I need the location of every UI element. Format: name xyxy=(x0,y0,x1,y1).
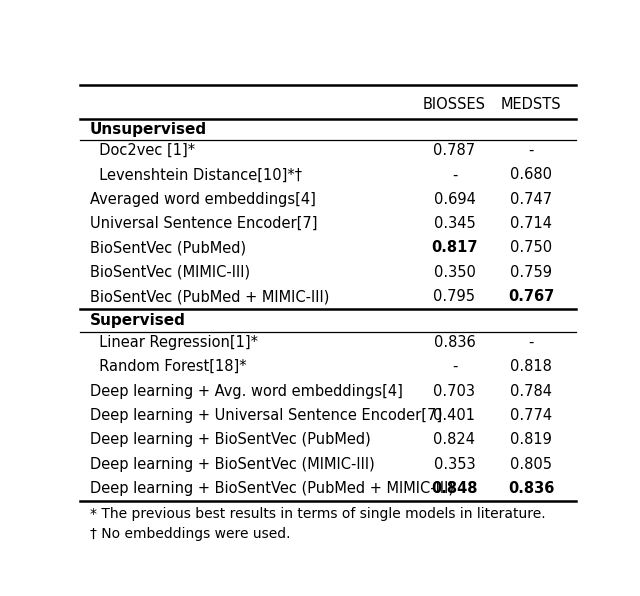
Text: BioSentVec (MIMIC-III): BioSentVec (MIMIC-III) xyxy=(90,265,250,280)
Text: 0.350: 0.350 xyxy=(433,265,476,280)
Text: -: - xyxy=(529,143,534,158)
Text: -: - xyxy=(529,335,534,350)
Text: 0.848: 0.848 xyxy=(431,481,477,496)
Text: 0.805: 0.805 xyxy=(510,457,552,471)
Text: Levenshtein Distance[10]*†: Levenshtein Distance[10]*† xyxy=(90,167,302,182)
Text: * The previous best results in terms of single models in literature.: * The previous best results in terms of … xyxy=(90,508,545,522)
Text: 0.767: 0.767 xyxy=(508,289,554,304)
Text: Supervised: Supervised xyxy=(90,313,186,328)
Text: BioSentVec (PubMed + MIMIC-III): BioSentVec (PubMed + MIMIC-III) xyxy=(90,289,330,304)
Text: 0.787: 0.787 xyxy=(433,143,476,158)
Text: Random Forest[18]*: Random Forest[18]* xyxy=(90,359,246,374)
Text: 0.401: 0.401 xyxy=(433,408,476,423)
Text: 0.784: 0.784 xyxy=(510,384,552,399)
Text: Deep learning + BioSentVec (PubMed): Deep learning + BioSentVec (PubMed) xyxy=(90,432,371,447)
Text: MEDSTS: MEDSTS xyxy=(501,97,562,112)
Text: 0.703: 0.703 xyxy=(433,384,476,399)
Text: 0.694: 0.694 xyxy=(433,192,476,207)
Text: 0.714: 0.714 xyxy=(510,216,552,231)
Text: † No embeddings were used.: † No embeddings were used. xyxy=(90,527,291,541)
Text: 0.750: 0.750 xyxy=(510,240,552,256)
Text: Doc2vec [1]*: Doc2vec [1]* xyxy=(90,143,195,158)
Text: Deep learning + Universal Sentence Encoder[7]: Deep learning + Universal Sentence Encod… xyxy=(90,408,442,423)
Text: 0.836: 0.836 xyxy=(508,481,554,496)
Text: 0.353: 0.353 xyxy=(434,457,476,471)
Text: Deep learning + BioSentVec (PubMed + MIMIC-III): Deep learning + BioSentVec (PubMed + MIM… xyxy=(90,481,454,496)
Text: 0.759: 0.759 xyxy=(510,265,552,280)
Text: Averaged word embeddings[4]: Averaged word embeddings[4] xyxy=(90,192,316,207)
Text: Universal Sentence Encoder[7]: Universal Sentence Encoder[7] xyxy=(90,216,317,231)
Text: 0.774: 0.774 xyxy=(510,408,552,423)
Text: Deep learning + Avg. word embeddings[4]: Deep learning + Avg. word embeddings[4] xyxy=(90,384,403,399)
Text: 0.345: 0.345 xyxy=(434,216,476,231)
Text: Deep learning + BioSentVec (MIMIC-III): Deep learning + BioSentVec (MIMIC-III) xyxy=(90,457,374,471)
Text: 0.819: 0.819 xyxy=(511,432,552,447)
Text: 0.824: 0.824 xyxy=(433,432,476,447)
Text: 0.836: 0.836 xyxy=(434,335,476,350)
Text: Unsupervised: Unsupervised xyxy=(90,122,207,136)
Text: 0.747: 0.747 xyxy=(510,192,552,207)
Text: 0.795: 0.795 xyxy=(433,289,476,304)
Text: -: - xyxy=(452,359,457,374)
Text: 0.818: 0.818 xyxy=(511,359,552,374)
Text: BIOSSES: BIOSSES xyxy=(423,97,486,112)
Text: 0.680: 0.680 xyxy=(510,167,552,182)
Text: BioSentVec (PubMed): BioSentVec (PubMed) xyxy=(90,240,246,256)
Text: -: - xyxy=(452,167,457,182)
Text: Linear Regression[1]*: Linear Regression[1]* xyxy=(90,335,258,350)
Text: 0.817: 0.817 xyxy=(431,240,477,256)
